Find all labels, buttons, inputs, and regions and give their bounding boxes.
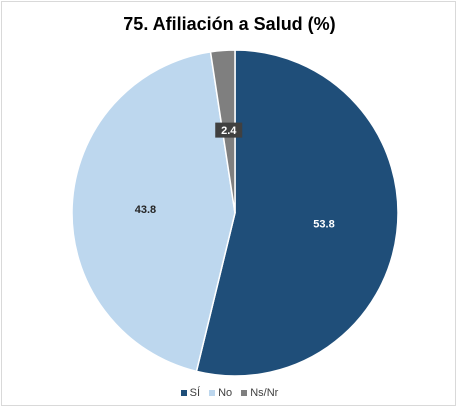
chart-title: 75. Afiliación a Salud (%) [123,14,336,34]
data-label-si: 53.8 [313,219,334,231]
legend-label-no: No [218,387,233,399]
legend-swatch-no [209,390,216,397]
legend-label-nsnr: Ns/Nr [250,387,279,399]
data-label-no: 43.8 [135,204,156,216]
legend-swatch-nsnr [241,390,248,397]
legend: SÍ No Ns/Nr [0,387,459,399]
data-label-nsnr: 2.4 [221,125,237,137]
legend-swatch-si [180,390,187,397]
legend-item-si: SÍ [180,387,201,399]
legend-item-nsnr: Ns/Nr [241,387,278,399]
pie-slice-no [71,50,236,373]
pie-slice-si [195,49,399,377]
legend-label-si: SÍ [189,387,201,399]
legend-item-no: No [209,387,232,399]
data-label-box-nsnr [215,122,243,138]
